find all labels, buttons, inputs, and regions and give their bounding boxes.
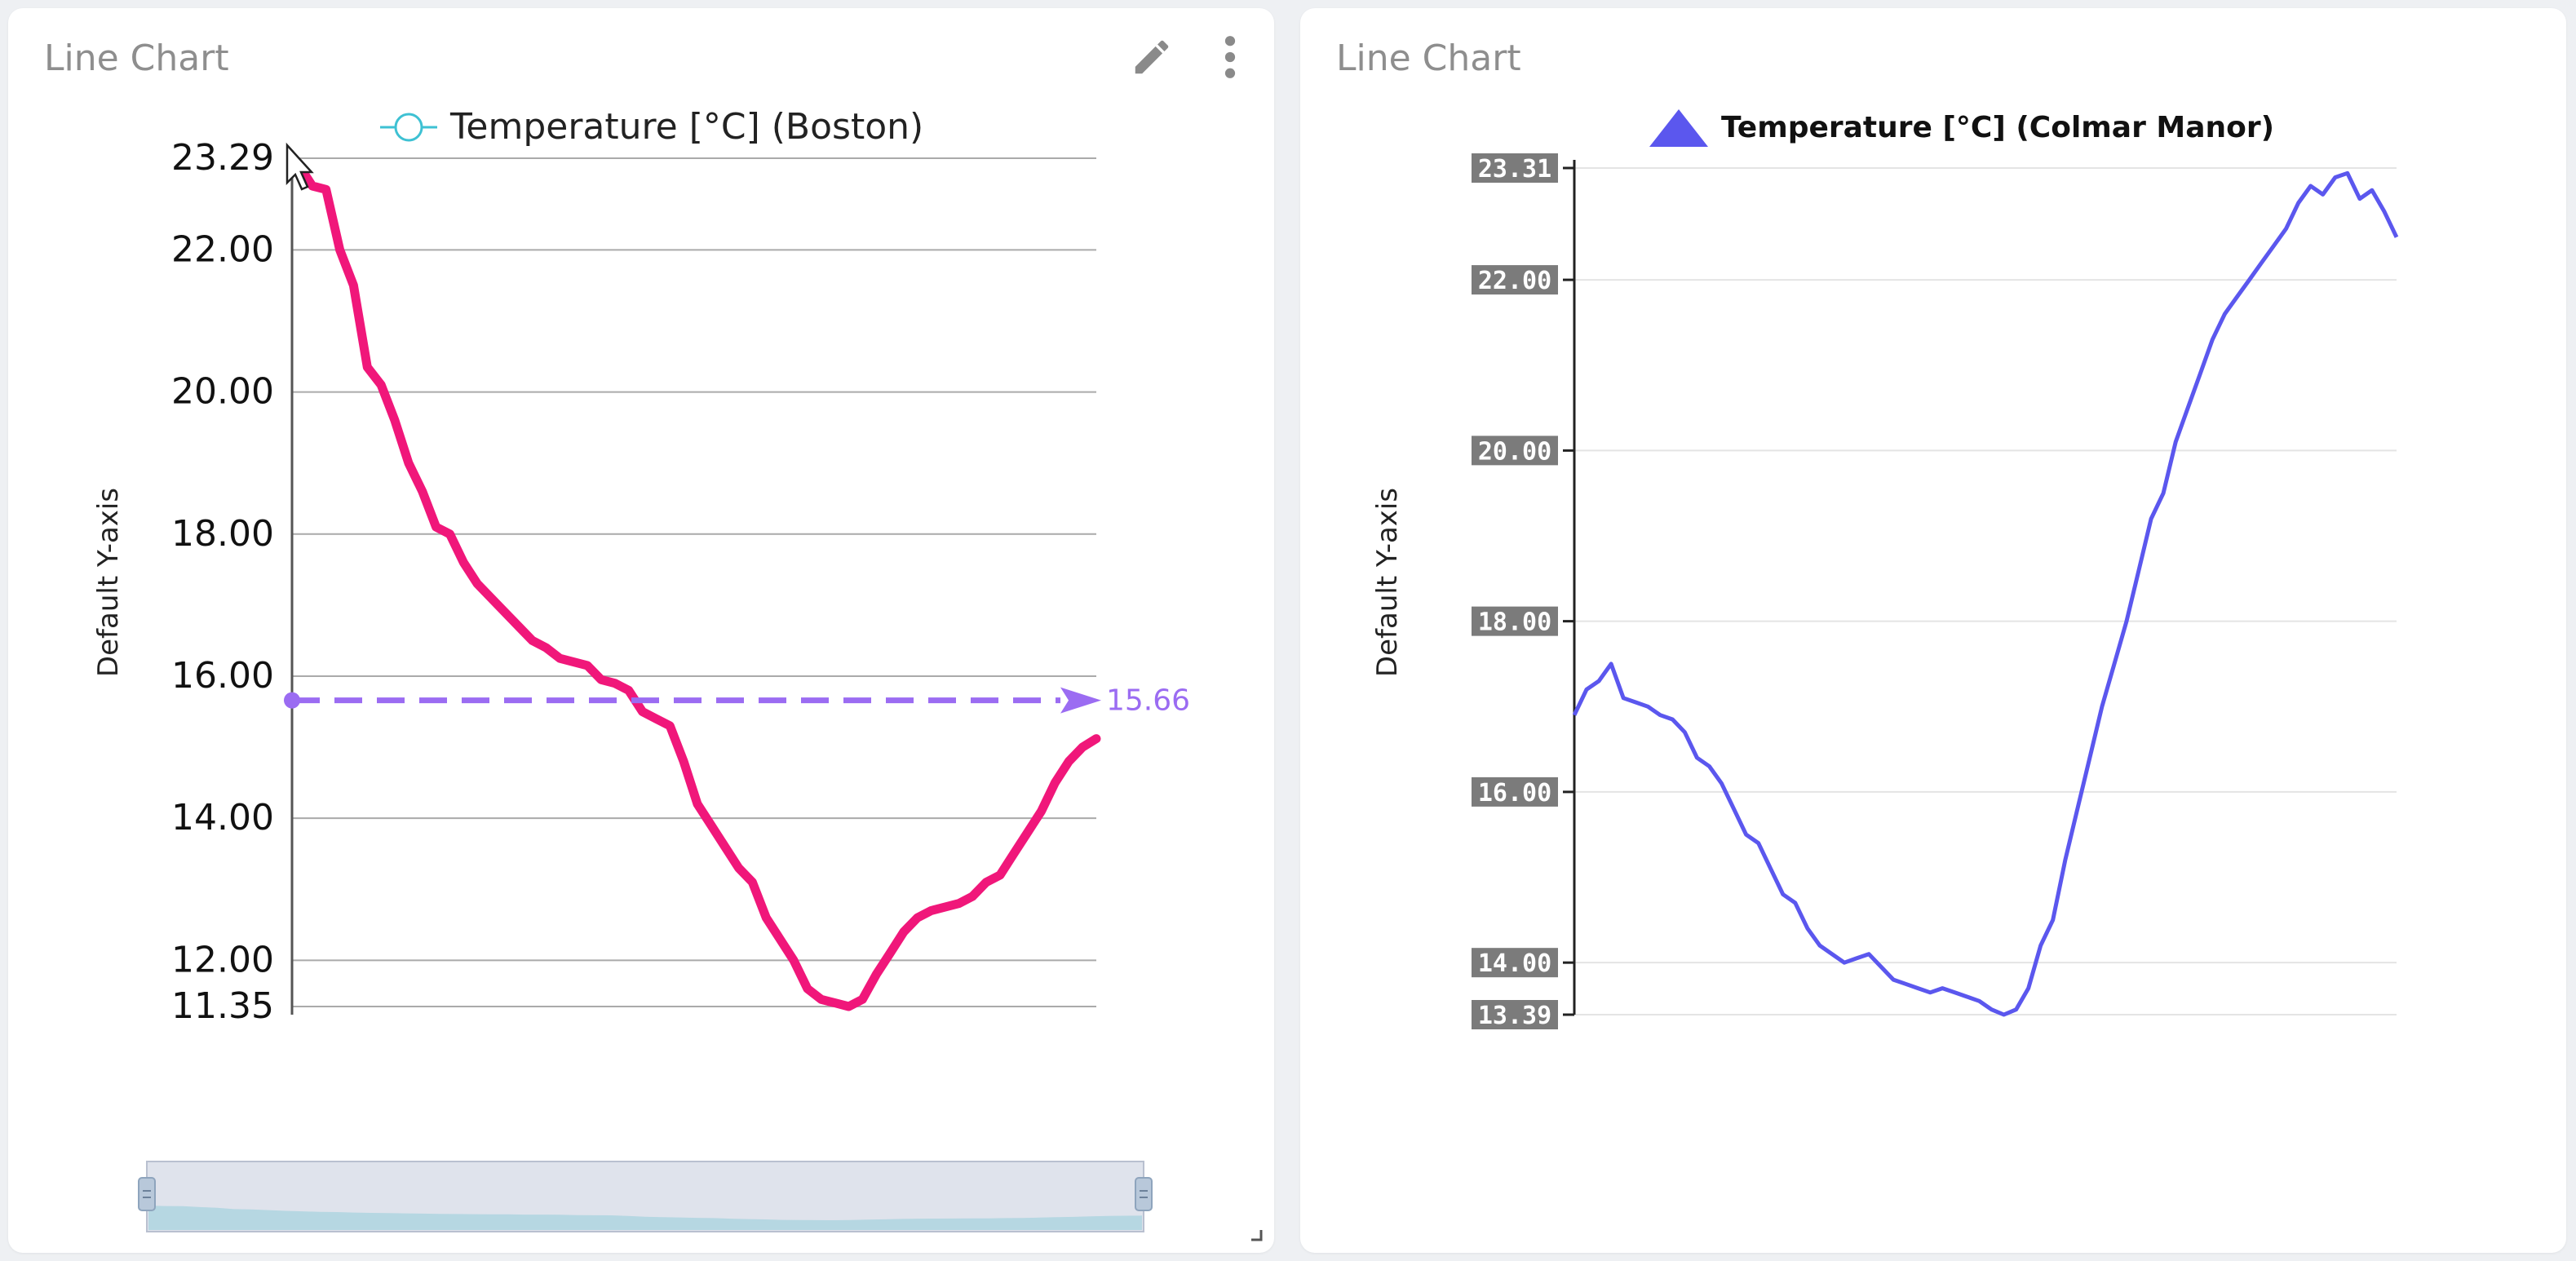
y-tick-label: 12.00 — [171, 939, 274, 980]
reference-handle[interactable] — [284, 692, 300, 709]
arrow-right-icon — [1060, 687, 1101, 714]
range-navigator[interactable] — [138, 1161, 1153, 1232]
navigator-left-handle[interactable] — [138, 1177, 156, 1211]
series-line-boston[interactable] — [294, 160, 1101, 1011]
chart-panel-boston: Line Chart 23.29 22.00 20.00 18.00 16.00 14.0… — [8, 8, 1274, 1253]
y-tick-label: 14.00 — [1478, 949, 1551, 978]
y-tick-label: 13.39 — [1478, 1002, 1551, 1030]
triangle-icon — [1649, 109, 1708, 147]
y-tick-label: 16.00 — [1478, 779, 1551, 807]
grid-lines — [1574, 167, 2397, 1015]
legend[interactable]: Temperature [°C] (Colmar Manor) — [1649, 109, 2274, 147]
y-tick-label-bg — [1472, 777, 1558, 807]
resize-handle-icon[interactable] — [1250, 1228, 1263, 1241]
panel-title: Line Chart — [44, 38, 229, 79]
y-axis-ticks: 23.31 22.00 20.00 18.00 16.00 14.00 13.39 — [1472, 153, 1574, 1030]
y-axis-ticks: 23.29 22.00 20.00 18.00 16.00 14.00 12.00 11.35 — [171, 137, 274, 1027]
y-tick-label: 11.35 — [171, 985, 274, 1027]
y-tick-label-bg — [1472, 436, 1558, 466]
y-axis-label: Default Y-axis — [1371, 488, 1404, 677]
y-tick-label: 20.00 — [1478, 437, 1551, 466]
legend-label: Temperature [°C] (Colmar Manor) — [1721, 111, 2274, 144]
edit-button[interactable] — [1119, 24, 1184, 90]
y-tick-label: 23.29 — [171, 137, 274, 179]
panel-title: Line Chart — [1336, 38, 1521, 79]
y-tick-label: 23.31 — [1478, 155, 1551, 184]
y-tick-label: 18.00 — [171, 513, 274, 555]
more-options-button[interactable] — [1197, 24, 1263, 90]
y-tick-label: 22.00 — [171, 228, 274, 270]
boston-line-chart: 23.29 22.00 20.00 18.00 16.00 14.00 12.00 11.35… — [92, 106, 1190, 1232]
y-axis-label: Default Y-axis — [92, 488, 125, 677]
y-tick-label: 20.00 — [171, 371, 274, 413]
legend[interactable]: Temperature [°C] (Boston) — [380, 106, 923, 148]
y-tick-label-bg — [1472, 606, 1558, 636]
reference-value-label: 15.66 — [1106, 684, 1190, 718]
y-tick-label-bg — [1472, 153, 1558, 183]
navigator-right-handle[interactable] — [1135, 1177, 1153, 1211]
pencil-icon — [1135, 40, 1169, 74]
y-tick-label: 14.00 — [171, 797, 274, 838]
legend-circle-icon — [394, 113, 423, 142]
grid-lines — [292, 157, 1096, 1007]
chart-panel-colmar: Line Chart 23.31 22.00 20.00 18.00 16.00 14.0… — [1300, 8, 2566, 1253]
legend-label: Temperature [°C] (Boston) — [449, 106, 923, 148]
y-tick-label: 22.00 — [1478, 267, 1551, 295]
colmar-line-chart: 23.31 22.00 20.00 18.00 16.00 14.00 13.39 Defa… — [1371, 109, 2399, 1030]
y-tick-label-bg — [1472, 265, 1558, 295]
y-tick-label-bg — [1472, 948, 1558, 978]
mouse-cursor-icon — [285, 142, 314, 191]
reference-marker[interactable]: 15.66 — [284, 684, 1190, 718]
y-tick-label-bg — [1472, 1000, 1558, 1029]
navigator-area — [148, 1206, 1142, 1230]
y-tick-label: 18.00 — [1478, 608, 1551, 637]
series-line-colmar[interactable] — [1572, 170, 2399, 1017]
y-tick-label: 16.00 — [171, 655, 274, 697]
kebab-menu-icon — [1224, 36, 1236, 78]
